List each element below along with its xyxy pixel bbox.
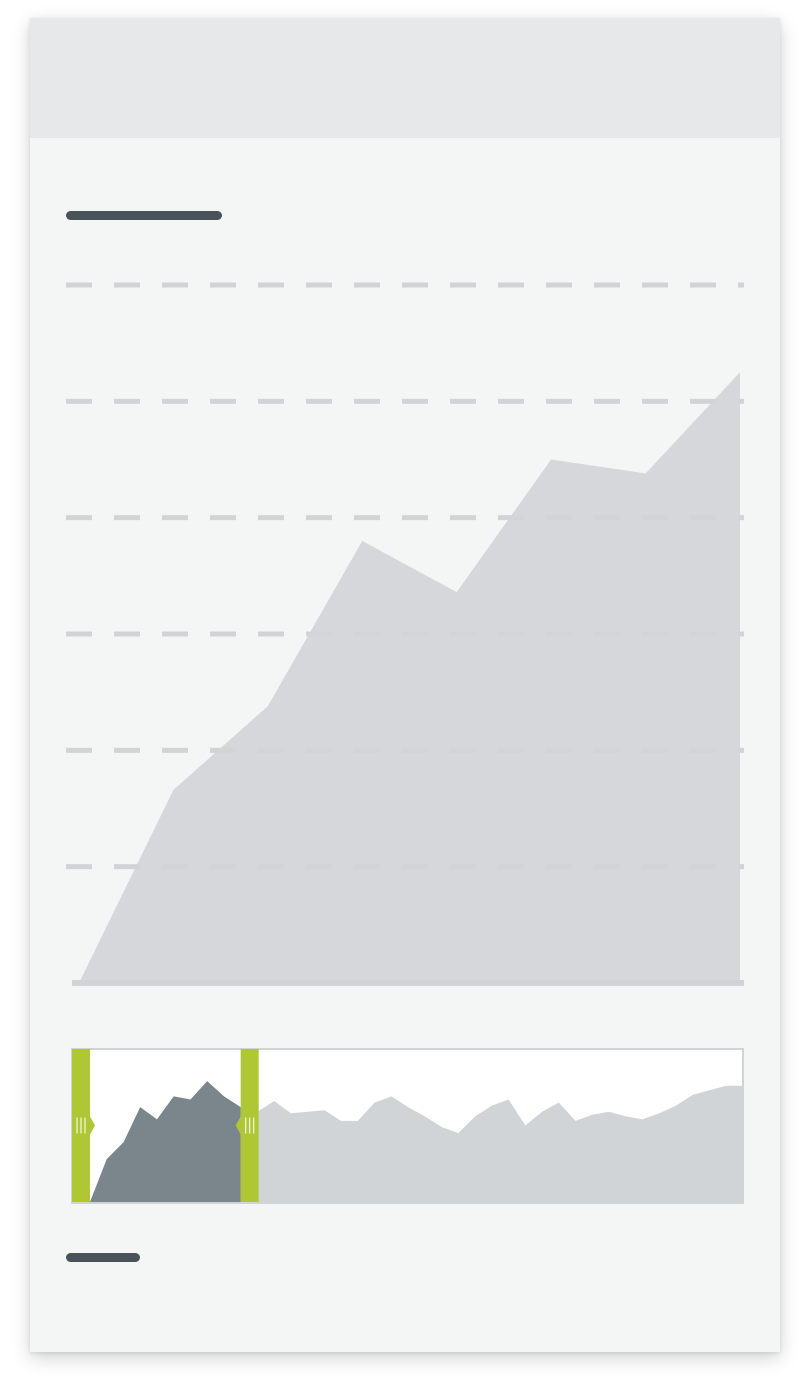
footer-label-placeholder [66, 1253, 140, 1262]
chart-title-placeholder [66, 211, 222, 220]
area-series [78, 372, 741, 984]
navigator-handles [72, 1049, 259, 1202]
chart-card [30, 18, 780, 1352]
navigator-selected-area [90, 1081, 241, 1202]
main-area-chart [66, 282, 744, 986]
navigator-handle-right[interactable] [235, 1049, 259, 1202]
area-series-path [79, 372, 740, 983]
card-header [30, 18, 780, 138]
navigator-handle-left[interactable] [72, 1049, 95, 1202]
range-navigator[interactable] [30, 18, 780, 1268]
